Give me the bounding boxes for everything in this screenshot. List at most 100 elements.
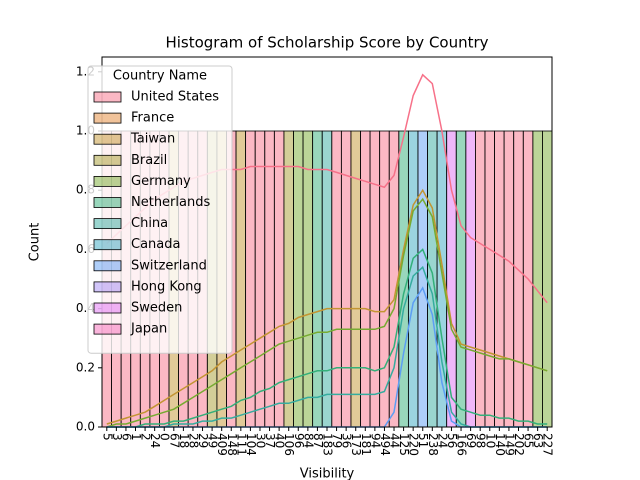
bar bbox=[321, 130, 333, 428]
x-tick-label: 149 bbox=[502, 433, 516, 456]
y-axis-label: Count bbox=[28, 223, 43, 262]
x-tick-label: 30 bbox=[253, 433, 267, 448]
legend-swatch bbox=[93, 91, 122, 103]
chart-title: Histogram of Scholarship Score by Countr… bbox=[165, 34, 488, 52]
legend-swatch bbox=[93, 154, 122, 166]
x-tick-label: 173 bbox=[349, 433, 363, 456]
legend-label: France bbox=[131, 111, 174, 126]
y-tick-label: 0.0 bbox=[76, 420, 95, 434]
bar bbox=[283, 130, 294, 428]
bar bbox=[360, 130, 371, 428]
legend-box bbox=[87, 65, 233, 354]
bar bbox=[369, 130, 381, 428]
legend-swatch bbox=[93, 323, 122, 335]
bar bbox=[542, 130, 553, 428]
bar bbox=[264, 130, 275, 428]
x-tick-label: 24 bbox=[435, 433, 449, 448]
x-tick-label: 28 bbox=[186, 433, 200, 448]
x-tick-label: 148 bbox=[225, 433, 239, 456]
x-tick-label: 10 bbox=[483, 433, 497, 448]
x-tick-label: 183 bbox=[321, 433, 335, 456]
legend-label: Brazil bbox=[131, 153, 167, 168]
bar bbox=[254, 130, 266, 428]
x-tick-label: 67 bbox=[167, 433, 181, 448]
bar bbox=[407, 130, 419, 428]
legend-swatch bbox=[93, 112, 122, 124]
legend-label: Hong Kong bbox=[131, 279, 202, 294]
legend-label: Japan bbox=[130, 322, 167, 337]
legend-swatch bbox=[93, 175, 122, 187]
x-tick-label: 104 bbox=[244, 433, 258, 456]
bar bbox=[513, 130, 524, 428]
legend-swatch bbox=[93, 218, 122, 230]
x-axis-label: Visibility bbox=[300, 467, 355, 480]
x-tick-label: 94 bbox=[368, 433, 382, 448]
x-tick-label: 24 bbox=[148, 433, 162, 448]
x-tick-label: 0 bbox=[158, 433, 172, 441]
x-tick-label: 2 bbox=[139, 433, 153, 441]
x-tick-label: 5 bbox=[100, 433, 114, 441]
x-tick-label: 63 bbox=[531, 433, 545, 448]
x-tick-label: 166 bbox=[455, 433, 469, 456]
legend-label: Canada bbox=[131, 237, 180, 252]
bar bbox=[494, 130, 505, 428]
x-tick-label: 106 bbox=[282, 433, 296, 456]
x-tick-label: 238 bbox=[426, 433, 440, 456]
x-tick-label: 56 bbox=[445, 433, 459, 448]
bar bbox=[417, 130, 428, 428]
x-tick-label: 6 bbox=[119, 433, 133, 441]
x-tick-label: 111 bbox=[234, 433, 248, 456]
kde-line bbox=[106, 188, 548, 425]
x-tick-label: 409 bbox=[215, 433, 229, 456]
legend-swatch bbox=[93, 239, 122, 251]
bar bbox=[245, 130, 256, 428]
legend-swatch bbox=[93, 260, 122, 272]
x-tick-label: 98 bbox=[474, 433, 488, 448]
bar bbox=[484, 130, 495, 428]
x-tick-label: 37 bbox=[263, 433, 277, 448]
x-tick-label: 18 bbox=[177, 433, 191, 448]
x-tick-label: 125 bbox=[397, 433, 411, 456]
bar bbox=[455, 130, 467, 428]
bar bbox=[532, 130, 543, 428]
legend-label: Taiwan bbox=[130, 132, 175, 147]
legend-label: Sweden bbox=[131, 301, 182, 316]
bar bbox=[312, 130, 323, 428]
x-tick-label: 84 bbox=[301, 433, 315, 448]
x-tick-label: 65 bbox=[522, 433, 536, 448]
x-tick-label: 140 bbox=[493, 433, 507, 456]
kde-line bbox=[106, 248, 548, 428]
legend-title: Country Name bbox=[113, 69, 207, 84]
legend-swatch bbox=[93, 133, 122, 145]
bar bbox=[302, 130, 314, 428]
legend-swatch bbox=[93, 197, 122, 208]
kde-line bbox=[106, 197, 548, 428]
bar bbox=[293, 130, 304, 428]
legend-swatch bbox=[93, 302, 122, 314]
bar bbox=[331, 130, 342, 428]
legend-label: Netherlands bbox=[131, 195, 210, 210]
legend-label: Germany bbox=[131, 174, 191, 189]
legend-label: United States bbox=[131, 90, 219, 105]
x-tick-label: 36 bbox=[340, 433, 354, 448]
y-tick-label: 0.2 bbox=[76, 360, 95, 374]
x-tick-label: 40 bbox=[273, 433, 287, 448]
x-tick-label: 69 bbox=[464, 433, 478, 448]
x-tick-label: 79 bbox=[330, 433, 344, 448]
x-tick-label: 3 bbox=[110, 433, 124, 441]
x-tick-label: 1 bbox=[129, 433, 143, 441]
x-tick-label: 87 bbox=[311, 433, 325, 448]
x-tick-label: 96 bbox=[292, 433, 306, 448]
bar bbox=[427, 130, 438, 428]
bar bbox=[350, 130, 361, 428]
bar bbox=[465, 130, 476, 428]
x-tick-label: 181 bbox=[359, 433, 373, 456]
legend-swatch bbox=[93, 281, 122, 293]
bar bbox=[446, 130, 457, 428]
x-tick-label: 44 bbox=[388, 433, 402, 448]
legend-label: China bbox=[131, 216, 168, 231]
legend-label: Switzerland bbox=[131, 258, 207, 273]
x-tick-label: 227 bbox=[541, 433, 555, 456]
x-tick-label: 49 bbox=[206, 433, 220, 448]
